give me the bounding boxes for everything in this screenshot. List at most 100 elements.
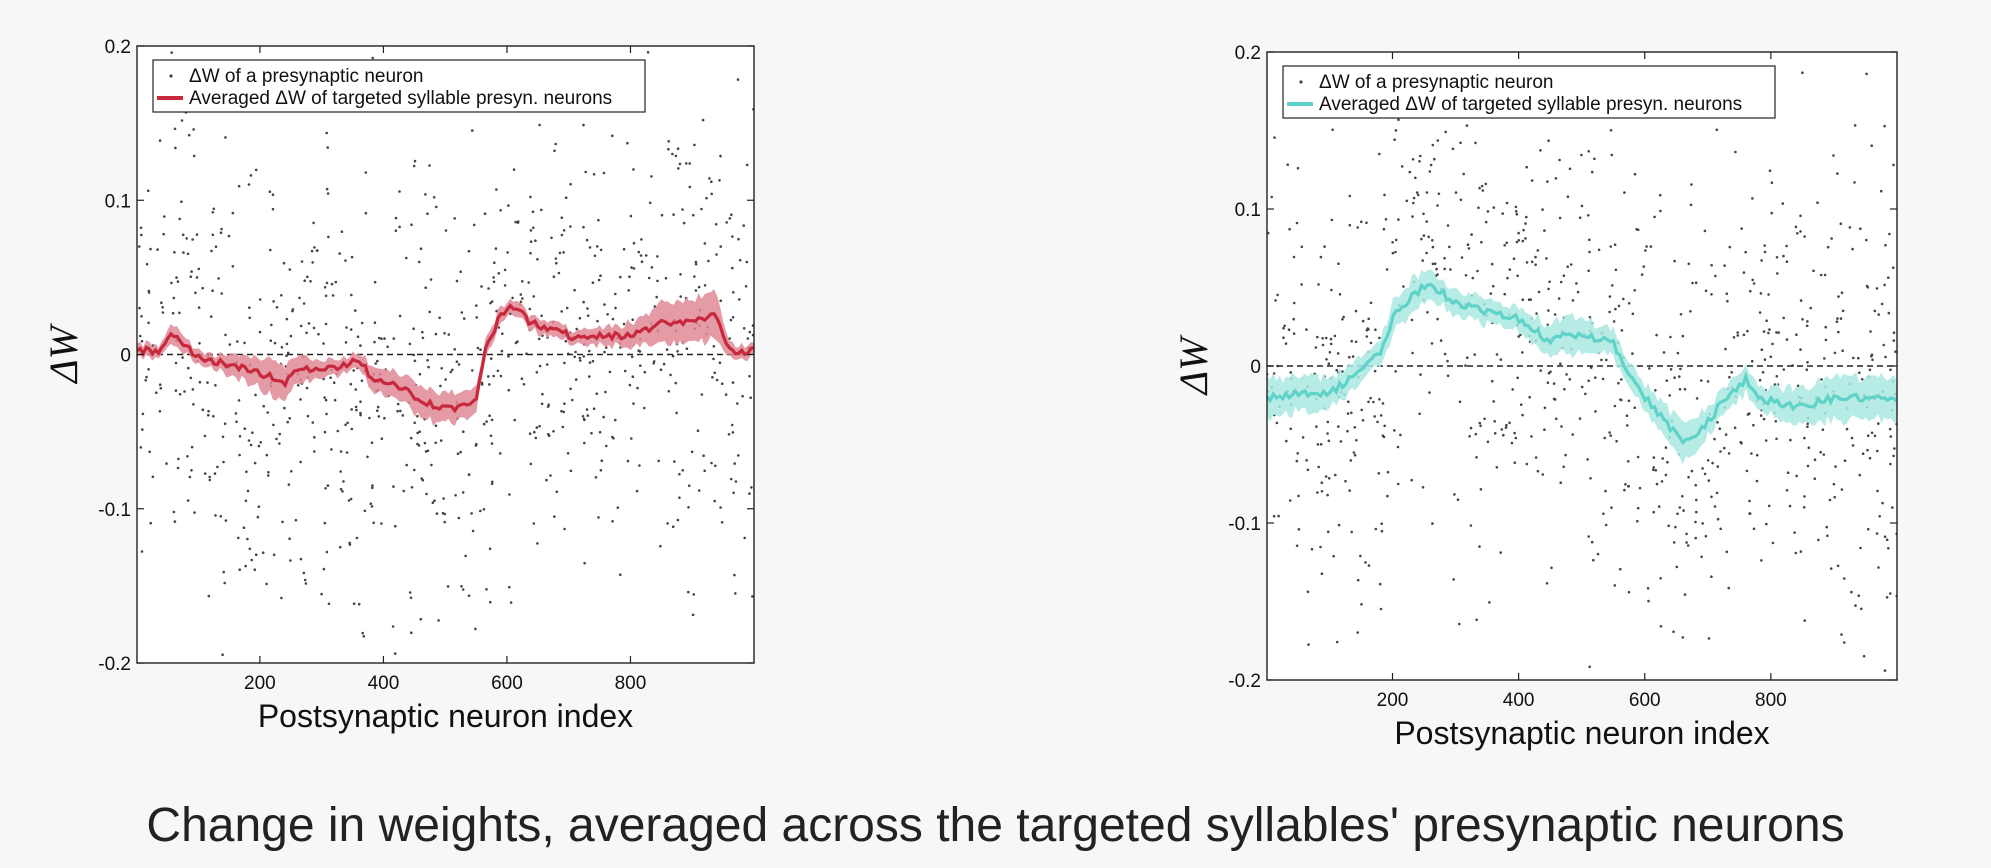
scatter-point	[1669, 368, 1673, 371]
scatter-point	[399, 409, 402, 413]
scatter-point	[715, 378, 719, 382]
scatter-point	[1876, 449, 1879, 453]
scatter-point	[376, 409, 379, 413]
scatter-point	[748, 374, 751, 378]
legend-box	[1282, 65, 1776, 119]
scatter-point	[1554, 417, 1558, 421]
scatter-point	[1499, 551, 1502, 554]
scatter-point	[511, 296, 514, 300]
scatter-point	[221, 653, 224, 656]
scatter-point	[350, 427, 354, 431]
scatter-point	[1545, 257, 1548, 260]
scatter-point	[595, 392, 599, 396]
scatter-point	[1369, 301, 1373, 305]
scatter-point	[1883, 535, 1887, 538]
scatter-point	[1678, 506, 1682, 509]
scatter-point	[1289, 371, 1292, 374]
scatter-point	[1530, 179, 1534, 182]
scatter-point	[1505, 241, 1508, 245]
scatter-point	[1659, 209, 1662, 213]
scatter-point	[342, 480, 345, 483]
x-tick-label: 800	[615, 673, 647, 694]
scatter-point	[1683, 387, 1687, 391]
scatter-point	[1270, 195, 1273, 199]
scatter-point	[172, 296, 176, 300]
scatter-point	[1473, 353, 1476, 356]
scatter-point	[1841, 309, 1845, 313]
scatter-point	[503, 268, 507, 272]
scatter-point	[243, 341, 246, 345]
scatter-point	[413, 468, 416, 472]
scatter-point	[697, 489, 701, 492]
scatter-point	[1399, 433, 1402, 437]
scatter-point	[1763, 358, 1767, 361]
scatter-point	[1339, 440, 1343, 443]
scatter-point	[1768, 169, 1772, 172]
scatter-point	[599, 469, 603, 472]
scatter-point	[1736, 334, 1740, 337]
scatter-point	[299, 557, 303, 561]
scatter-point	[339, 470, 343, 473]
scatter-point	[626, 459, 630, 463]
scatter-point	[325, 550, 329, 554]
scatter-point	[212, 207, 216, 211]
scatter-point	[471, 369, 474, 372]
scatter-point	[643, 370, 647, 374]
scatter-point	[1620, 329, 1624, 332]
scatter-point	[1536, 249, 1540, 252]
scatter-point	[1394, 250, 1397, 254]
scatter-point	[316, 249, 319, 252]
scatter-point	[1539, 369, 1542, 372]
scatter-point	[362, 635, 366, 638]
scatter-point	[1624, 483, 1627, 486]
scatter-point	[327, 235, 330, 239]
scatter-point	[1594, 376, 1597, 379]
scatter-point	[278, 442, 281, 445]
scatter-point	[1718, 427, 1722, 431]
scatter-point	[306, 414, 310, 418]
scatter-point	[174, 146, 177, 150]
scatter-point	[208, 478, 212, 482]
scatter-point	[1326, 432, 1329, 435]
scatter-point	[180, 119, 184, 122]
legend-label-scatter: ΔW of a presynaptic neuron	[189, 66, 423, 87]
scatter-point	[659, 544, 662, 548]
scatter-point	[434, 332, 438, 336]
scatter-point	[190, 270, 193, 273]
scatter-point	[562, 229, 566, 232]
scatter-point	[1857, 356, 1860, 360]
y-tick-label: 0.2	[105, 37, 131, 58]
scatter-point	[1725, 292, 1729, 296]
scatter-point	[352, 602, 356, 605]
scatter-point	[678, 162, 682, 166]
scatter-point	[1469, 524, 1473, 527]
scatter-point	[1733, 426, 1737, 430]
scatter-point	[555, 490, 559, 494]
scatter-point	[1275, 421, 1279, 425]
scatter-point	[529, 251, 532, 255]
scatter-point	[1661, 457, 1664, 460]
chart-right: 200 400 600 800-0.2-0.100.10.2Postsynaptic …	[1171, 43, 1898, 751]
scatter-point	[490, 482, 494, 486]
scatter-point	[222, 570, 225, 574]
scatter-point	[176, 280, 180, 283]
scatter-point	[582, 417, 586, 421]
scatter-point	[1762, 330, 1766, 333]
scatter-point	[1679, 367, 1682, 371]
scatter-point	[691, 613, 695, 617]
scatter-point	[1799, 214, 1802, 218]
scatter-point	[1617, 304, 1621, 308]
scatter-point	[1888, 232, 1891, 236]
scatter-point	[479, 509, 482, 513]
scatter-point	[606, 313, 609, 316]
scatter-point	[302, 571, 306, 575]
scatter-point	[1543, 229, 1546, 232]
scatter-point	[249, 174, 253, 177]
scatter-point	[459, 270, 463, 274]
scatter-point	[1411, 351, 1414, 355]
scatter-point	[1719, 527, 1722, 531]
scatter-point	[1284, 342, 1288, 345]
scatter-point	[597, 218, 600, 222]
scatter-point	[614, 418, 617, 422]
scatter-point	[1769, 355, 1773, 359]
